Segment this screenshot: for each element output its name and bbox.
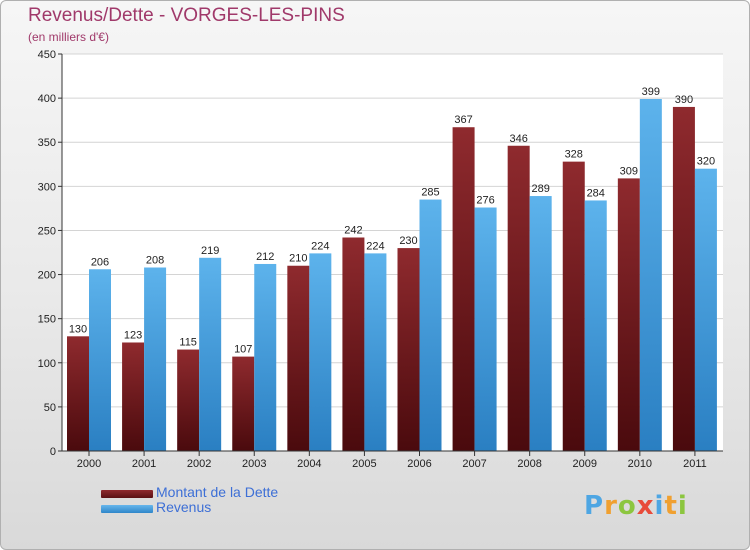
bar-dette	[617, 178, 640, 452]
bar-dette	[507, 145, 530, 452]
bar-value-label: 107	[234, 344, 252, 356]
x-tick-label: 2001	[132, 458, 156, 470]
bar-value-label: 208	[146, 254, 164, 266]
bar-value-label: 123	[124, 329, 142, 341]
bar-value-label: 328	[565, 149, 583, 161]
y-tick-label: 150	[38, 314, 56, 326]
bar-value-label: 206	[91, 256, 109, 268]
logo-letter: r	[604, 491, 618, 521]
x-tick-label: 2000	[77, 458, 101, 470]
bar-dette	[177, 349, 200, 451]
bar-revenus	[364, 253, 387, 451]
x-tick-label: 2006	[407, 458, 431, 470]
plot-area	[62, 54, 723, 451]
bar-value-label: 367	[454, 114, 472, 126]
chart-title: Revenus/Dette - VORGES-LES-PINS	[28, 5, 345, 26]
bar-revenus	[639, 98, 662, 451]
bar-revenus	[474, 207, 497, 451]
bar-value-label: 224	[366, 240, 384, 252]
bar-value-label: 212	[256, 251, 274, 263]
bar-revenus	[694, 168, 717, 451]
bar-value-label: 399	[642, 86, 660, 98]
bar-revenus	[199, 257, 222, 451]
bar-value-label: 115	[179, 337, 197, 349]
bar-value-label: 224	[311, 240, 329, 252]
x-tick-label: 2007	[462, 458, 486, 470]
legend-swatch-dette	[101, 490, 153, 498]
y-tick-label: 50	[44, 402, 56, 414]
logo-letter: P	[584, 491, 605, 521]
bar-revenus	[584, 200, 607, 451]
bar-value-label: 289	[531, 183, 549, 195]
y-tick-label: 250	[38, 225, 56, 237]
x-tick-label: 2008	[517, 458, 541, 470]
bar-dette	[452, 127, 475, 452]
y-tick-label: 400	[38, 93, 56, 105]
y-tick-label: 0	[50, 446, 56, 458]
bar-value-label: 390	[675, 94, 693, 106]
bar-value-label: 320	[697, 156, 715, 168]
bar-dette	[122, 342, 145, 451]
x-tick-label: 2010	[628, 458, 652, 470]
y-tick-label: 350	[38, 137, 56, 149]
bar-dette	[287, 265, 310, 451]
bar-revenus	[309, 253, 332, 451]
bar-dette	[397, 248, 420, 451]
y-tick-label: 100	[38, 358, 56, 370]
x-tick-label: 2002	[187, 458, 211, 470]
bar-value-label: 219	[201, 245, 219, 257]
bar-value-label: 130	[69, 323, 87, 335]
bar-value-label: 230	[399, 235, 417, 247]
bar-dette	[562, 161, 585, 451]
logo-letter: x	[636, 491, 655, 521]
bar-value-label: 276	[476, 195, 494, 207]
x-tick-label: 2009	[573, 458, 597, 470]
y-tick-label: 300	[38, 181, 56, 193]
bar-revenus	[529, 196, 552, 451]
logo-letter: o	[617, 491, 637, 521]
chart-subtitle: (en milliers d'€)	[28, 30, 109, 44]
logo-letter: i	[654, 491, 665, 521]
x-tick-label: 2004	[297, 458, 321, 470]
bar-revenus	[89, 269, 111, 451]
bar-dette	[67, 336, 89, 451]
bar-dette	[232, 356, 255, 451]
x-tick-label: 2011	[683, 458, 707, 470]
bar-dette	[342, 237, 365, 451]
proxiti-logo: Proxiti	[584, 491, 688, 521]
bar-revenus	[419, 199, 442, 451]
bar-value-label: 210	[289, 253, 307, 265]
bar-value-label: 285	[421, 187, 439, 199]
bar-value-label: 309	[620, 165, 638, 177]
logo-letter: i	[677, 491, 688, 521]
bar-value-label: 284	[587, 187, 605, 199]
y-tick-label: 200	[38, 270, 56, 282]
bar-dette	[672, 106, 695, 451]
logo-letter: t	[664, 491, 678, 521]
legend-swatch-revenus	[101, 505, 153, 513]
legend-label-revenus: Revenus	[156, 499, 212, 515]
bar-revenus	[254, 263, 277, 451]
bar-value-label: 346	[509, 133, 527, 145]
bar-value-label: 242	[344, 225, 362, 237]
legend-label-dette: Montant de la Dette	[156, 484, 279, 500]
bar-revenus	[144, 267, 167, 451]
x-tick-label: 2005	[352, 458, 376, 470]
x-tick-label: 2003	[242, 458, 266, 470]
y-tick-label: 450	[38, 49, 56, 61]
